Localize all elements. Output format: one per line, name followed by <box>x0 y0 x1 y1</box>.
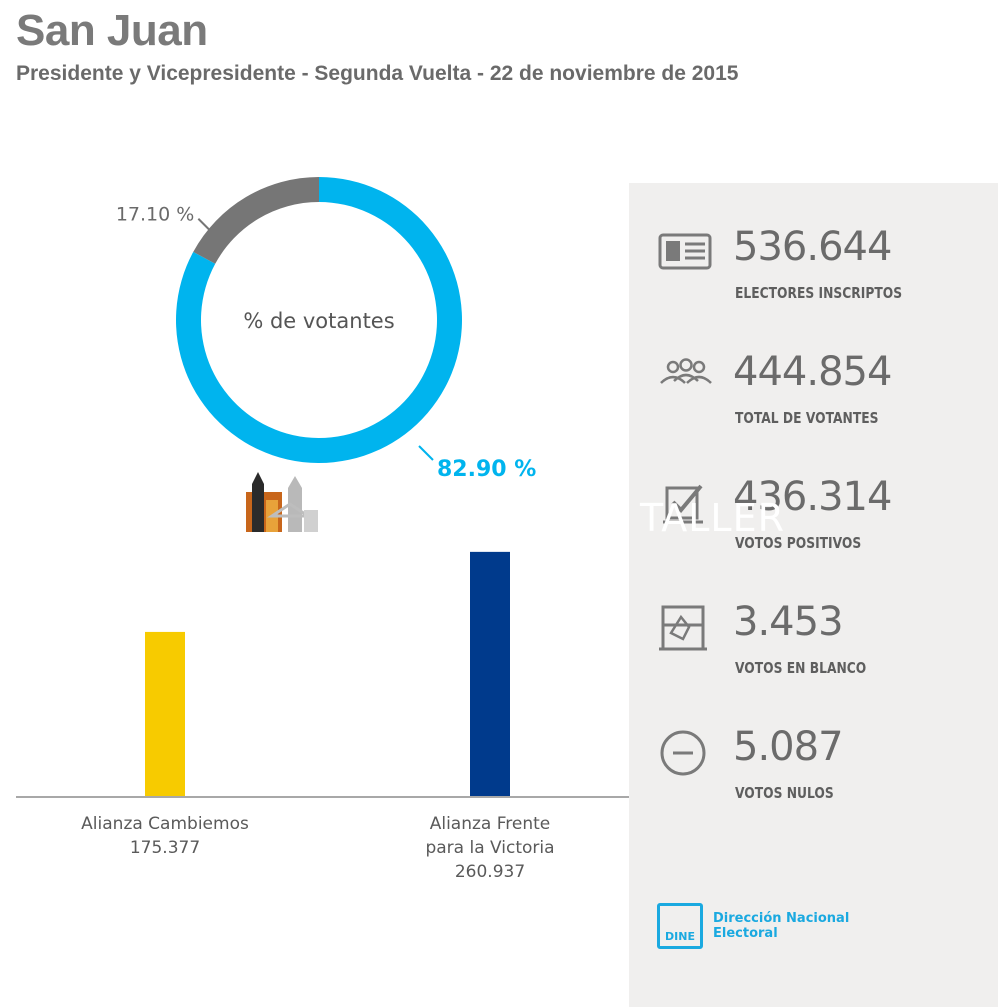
stat-votos-nulos: 5.087 VOTOS NULOS <box>629 724 998 828</box>
stat-value: 536.644 <box>733 224 892 270</box>
stat-label: TOTAL DE VOTANTES <box>735 409 879 427</box>
church-logo-icon <box>246 472 318 532</box>
bar-value-label: 260.937 <box>454 862 526 882</box>
donut-leader-line <box>197 218 212 232</box>
bar <box>470 551 510 796</box>
donut-chart: % de votantes 82.90 % 17.10 % <box>116 177 536 482</box>
stat-label: VOTOS EN BLANCO <box>735 659 867 677</box>
stat-electores-inscriptos: 536.644 ELECTORES INSCRIPTOS <box>629 224 998 328</box>
bar-chart <box>16 551 629 798</box>
checked-ballot-icon <box>663 484 703 524</box>
bar-label-cambiemos: Alianza Cambiemos 175.377 <box>55 812 275 860</box>
dine-logo: DINE Dirección Nacional Electoral <box>657 903 917 959</box>
stat-total-votantes: 444.854 TOTAL DE VOTANTES <box>629 349 998 453</box>
stat-label: VOTOS NULOS <box>735 784 834 802</box>
bar <box>145 631 185 796</box>
bar-label-fpv: Alianza Frente para la Victoria 260.937 <box>380 812 600 884</box>
page-subtitle: Presidente y Vicepresidente - Segunda Vu… <box>16 62 739 85</box>
id-card-icon <box>658 233 712 270</box>
bar-category-label: Alianza Cambiemos <box>81 814 249 834</box>
donut-leader-line <box>418 445 434 461</box>
stat-label: VOTOS POSITIVOS <box>735 534 862 552</box>
people-icon <box>660 358 712 384</box>
dine-logo-name: Dirección Nacional Electoral <box>713 911 883 941</box>
bar-category-label: para la Victoria <box>425 838 555 858</box>
dine-logo-box: DINE <box>657 903 703 949</box>
bar-value-label: 175.377 <box>129 838 201 858</box>
stat-value: 5.087 <box>733 724 844 770</box>
donut-slice <box>193 177 319 264</box>
bar-category-label: Alianza Frente <box>429 814 551 834</box>
donut-slice-label: 17.10 % <box>116 204 195 226</box>
page-title: San Juan <box>16 6 208 55</box>
dine-logo-name-line1: Dirección Nacional <box>713 911 850 926</box>
dine-logo-name-line2: Electoral <box>713 926 778 941</box>
stats-panel: 536.644 ELECTORES INSCRIPTOS 444.854 TOT… <box>629 183 998 1007</box>
stat-label: ELECTORES INSCRIPTOS <box>735 284 903 302</box>
stat-votos-en-blanco: 3.453 VOTOS EN BLANCO <box>629 599 998 703</box>
watermark: TALLER <box>640 496 786 540</box>
stat-value: 444.854 <box>733 349 892 395</box>
minus-circle-icon <box>660 730 706 776</box>
donut-center-label: % de votantes <box>243 309 394 333</box>
donut-slice-label: 82.90 % <box>437 457 536 482</box>
ballot-box-icon <box>659 605 707 651</box>
stat-votos-positivos: 436.314 VOTOS POSITIVOS <box>629 474 998 578</box>
stat-value: 436.314 <box>733 474 892 520</box>
dine-logo-box-text: DINE <box>665 930 695 943</box>
stat-value: 3.453 <box>733 599 844 645</box>
